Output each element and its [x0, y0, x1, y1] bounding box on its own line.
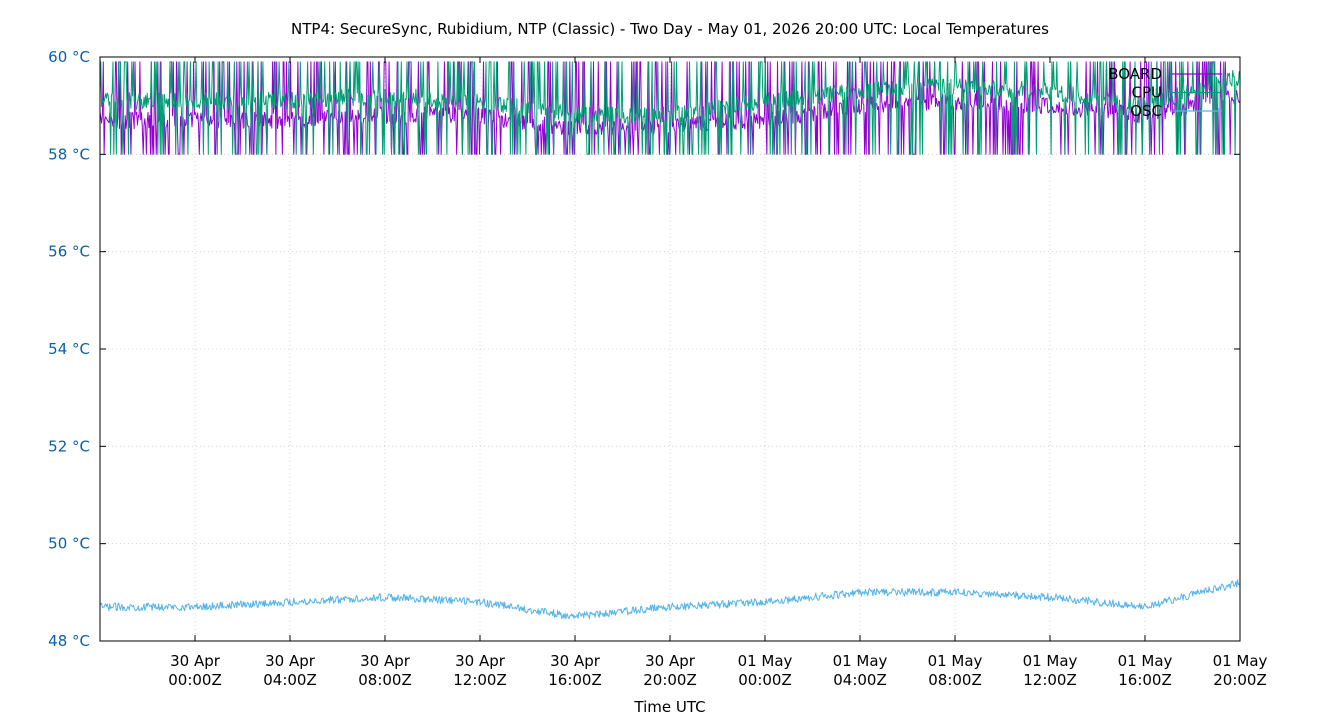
y-tick-label: 52 °C: [48, 437, 90, 455]
y-tick-label: 48 °C: [48, 632, 90, 650]
legend-label-cpu: CPU: [1132, 84, 1163, 102]
x-tick-label: 01 May 12:00Z: [1023, 652, 1078, 689]
y-tick-label: 58 °C: [48, 145, 90, 163]
x-tick-date: 01 May: [1023, 652, 1078, 670]
x-tick-label: 01 May 04:00Z: [833, 652, 888, 689]
x-tick-date: 30 Apr: [265, 652, 316, 670]
x-tick-date: 30 Apr: [455, 652, 506, 670]
chart-title: NTP4: SecureSync, Rubidium, NTP (Classic…: [291, 20, 1049, 38]
x-tick-time: 12:00Z: [453, 671, 507, 689]
x-tick-date: 01 May: [833, 652, 888, 670]
x-tick-date: 30 Apr: [550, 652, 601, 670]
x-tick-label: 30 Apr 16:00Z: [548, 652, 602, 689]
x-tick-label: 30 Apr 20:00Z: [643, 652, 697, 689]
x-tick-time: 20:00Z: [1213, 671, 1267, 689]
x-tick-label: 01 May 16:00Z: [1118, 652, 1173, 689]
x-axis-label: Time UTC: [633, 698, 705, 716]
x-tick-time: 00:00Z: [168, 671, 222, 689]
x-tick-time: 16:00Z: [1118, 671, 1172, 689]
x-tick-date: 30 Apr: [360, 652, 411, 670]
grid-lines: [100, 57, 1240, 641]
x-tick-label: 01 May 20:00Z: [1213, 652, 1268, 689]
x-tick-date: 01 May: [1213, 652, 1268, 670]
x-tick-time: 00:00Z: [738, 671, 792, 689]
series-layer: [99, 61, 1241, 620]
x-tick-time: 08:00Z: [928, 671, 982, 689]
x-tick-date: 01 May: [738, 652, 793, 670]
x-tick-date: 01 May: [928, 652, 983, 670]
x-tick-date: 30 Apr: [645, 652, 696, 670]
x-tick-time: 20:00Z: [643, 671, 697, 689]
x-tick-label: 30 Apr 00:00Z: [168, 652, 222, 689]
x-tick-time: 16:00Z: [548, 671, 602, 689]
y-axis: 48 °C 50 °C 52 °C 54 °C 56 °C 58 °C 60 °C: [48, 48, 1240, 650]
x-tick-label: 30 Apr 04:00Z: [263, 652, 317, 689]
series-line-cpu: [99, 61, 1241, 155]
y-tick-label: 56 °C: [48, 243, 90, 261]
x-tick-time: 04:00Z: [263, 671, 317, 689]
x-tick-time: 08:00Z: [358, 671, 412, 689]
x-tick-time: 12:00Z: [1023, 671, 1077, 689]
x-tick-label: 30 Apr 08:00Z: [358, 652, 412, 689]
x-tick-label: 01 May 00:00Z: [738, 652, 793, 689]
y-tick-label: 50 °C: [48, 535, 90, 553]
x-tick-date: 30 Apr: [170, 652, 221, 670]
x-tick-date: 01 May: [1118, 652, 1173, 670]
x-tick-label: 30 Apr 12:00Z: [453, 652, 507, 689]
x-tick-time: 04:00Z: [833, 671, 887, 689]
x-tick-label: 01 May 08:00Z: [928, 652, 983, 689]
series-line-osc: [99, 579, 1241, 620]
legend-label-osc: OSC: [1130, 102, 1162, 120]
legend-label-board: BOARD: [1108, 65, 1162, 83]
y-tick-label: 54 °C: [48, 340, 90, 358]
y-tick-label: 60 °C: [48, 48, 90, 66]
